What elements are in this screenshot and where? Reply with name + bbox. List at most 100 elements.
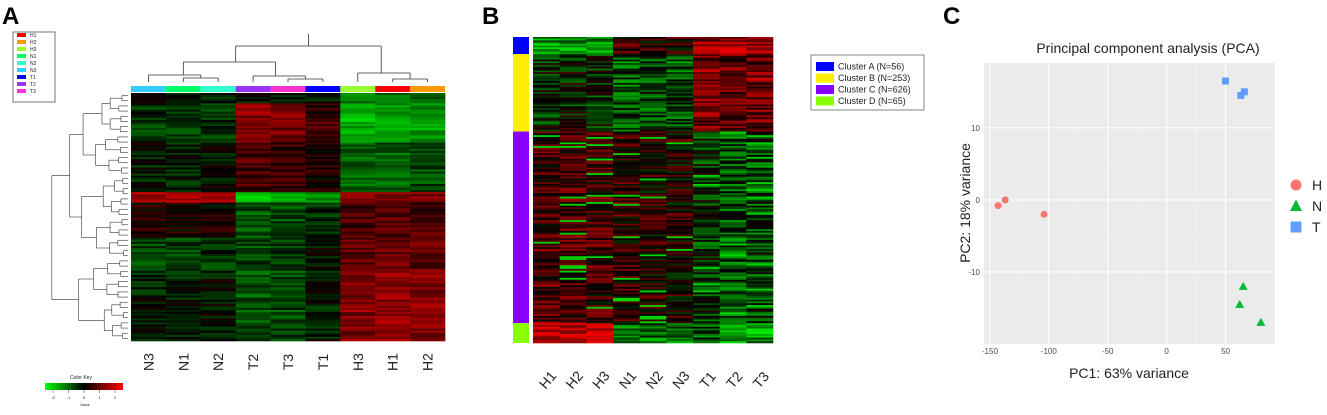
heatmap-a-cell: [410, 200, 446, 203]
heatmap-b-cell: [533, 241, 560, 244]
heatmap-b-cell: [666, 100, 694, 104]
heatmap-b-cell: [666, 45, 694, 48]
heatmap-b-cell: [559, 297, 587, 300]
heatmap-b-cell: [746, 250, 774, 253]
heatmap-a-cell: [131, 136, 167, 139]
heatmap-b-cell: [559, 339, 587, 342]
heatmap-b-cell: [746, 153, 774, 156]
heatmap-b-cell: [746, 187, 774, 190]
heatmap-a-cell: [410, 161, 446, 164]
heatmap-b-cell: [559, 68, 587, 71]
heatmap-a-cell: [410, 328, 446, 331]
heatmap-b-cell: [719, 283, 747, 286]
heatmap-a-cell: [410, 268, 446, 272]
heatmap-b-cell: [666, 187, 694, 190]
heatmap-b-cell: [719, 314, 747, 317]
heatmap-b-cell: [719, 160, 747, 163]
heatmap-a-cell: [200, 119, 236, 123]
heatmap-b-cell: [746, 277, 774, 281]
heatmap-a-cell: [410, 320, 446, 323]
heatmap-a-cell: [270, 115, 306, 119]
heatmap-a-cell: [235, 105, 271, 108]
cluster-legend-swatch: [816, 96, 834, 106]
heatmap-b-cell: [693, 225, 720, 228]
heatmap-a-cell: [305, 221, 341, 224]
heatmap-a-cell: [305, 330, 341, 334]
heatmap-b-cell: [693, 243, 720, 246]
heatmap-b-cell: [719, 230, 747, 234]
heatmap-a-cell: [305, 299, 341, 303]
heatmap-b-cell: [613, 247, 640, 250]
heatmap-a-cell: [305, 126, 341, 129]
heatmap-b-cell: [746, 243, 774, 246]
sample-legend-label: N2: [30, 61, 37, 67]
heatmap-b-cell: [693, 207, 720, 210]
heatmap-b-cell: [533, 72, 560, 75]
heatmap-a-cell: [340, 93, 376, 96]
heatmap-a-cell: [165, 212, 202, 216]
pca-x-tick-label: 0: [1164, 347, 1169, 356]
heatmap-b-cell: [693, 196, 720, 199]
heatmap-b-cell: [693, 193, 720, 196]
heatmap-a-cell: [270, 186, 306, 189]
heatmap-a-cell: [131, 196, 167, 199]
heatmap-b-cell: [746, 178, 774, 181]
heatmap-a-cell: [165, 124, 202, 127]
heatmap-b-cell: [586, 164, 614, 167]
heatmap-b-cell: [719, 315, 747, 318]
heatmap-b-cell: [613, 241, 640, 244]
heatmap-b-cell: [693, 52, 720, 55]
heatmap-b-cell: [639, 256, 667, 259]
heatmap-b-cell: [666, 124, 694, 127]
heatmap-b-cell: [533, 54, 560, 57]
heatmap-b-cell: [639, 209, 667, 212]
heatmap-a-cell: [200, 281, 236, 284]
heatmap-b-cell: [719, 189, 747, 192]
heatmap-b-cell: [719, 136, 747, 140]
heatmap-b-cell: [666, 64, 694, 68]
heatmap-a-cell: [131, 192, 167, 195]
heatmap-a-cell: [235, 254, 271, 257]
heatmap-b-cell: [613, 82, 640, 86]
heatmap-b-cell: [746, 194, 774, 197]
heatmap-a-cell: [165, 276, 202, 280]
heatmap-b-cell: [533, 218, 560, 221]
heatmap-b-cell: [693, 212, 720, 215]
heatmap-a-cell: [200, 279, 236, 282]
heatmap-b-cell: [559, 86, 587, 89]
heatmap-b-cell: [586, 223, 614, 226]
heatmap-b-cell: [666, 241, 694, 244]
heatmap-a-cell: [165, 206, 202, 210]
heatmap-b-cell: [559, 126, 587, 129]
heatmap-a-cell: [270, 241, 306, 245]
heatmap-b-cell: [693, 115, 720, 118]
heatmap-a-cell: [410, 194, 446, 197]
heatmap-a-cell: [235, 281, 271, 284]
heatmap-b-cell: [559, 129, 587, 132]
heatmap-b-cell: [586, 254, 614, 257]
heatmap-b-cell: [559, 45, 587, 48]
heatmap-a-cell: [375, 169, 411, 172]
heatmap-a-cell: [200, 173, 236, 176]
heatmap-b-cell: [693, 173, 720, 176]
heatmap-b-cell: [533, 191, 560, 194]
heatmap-b-cell: [613, 306, 640, 309]
heatmap-b-cell: [586, 63, 614, 66]
heatmap-a-cell: [305, 202, 341, 205]
heatmap-b-cell: [559, 225, 587, 228]
heatmap-a-cell: [235, 146, 271, 150]
heatmap-a-cell: [165, 177, 202, 181]
heatmap-a-cell: [200, 155, 236, 158]
heatmap-a-cell: [165, 109, 202, 112]
heatmap-a-cell: [410, 287, 446, 290]
heatmap-a-cell: [270, 221, 306, 224]
heatmap-b-cell: [666, 207, 694, 210]
heatmap-a-cell: [410, 186, 446, 189]
heatmap-b-cell: [639, 315, 667, 318]
heatmap-b-cell: [666, 286, 694, 290]
heatmap-b-cell: [746, 72, 774, 75]
heatmap-a-cell: [375, 291, 411, 294]
heatmap-b-cell: [693, 151, 720, 154]
heatmap-b-cell: [693, 55, 720, 59]
